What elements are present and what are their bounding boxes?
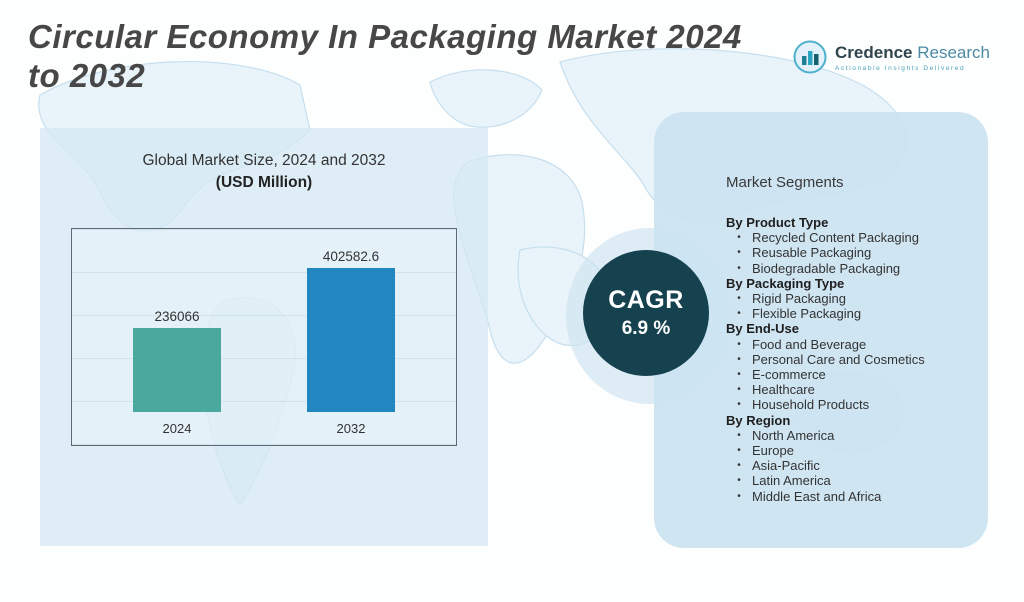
credence-research-logo: Credence Research Actionable Insights De… xyxy=(793,40,990,74)
logo-tagline: Actionable Insights Delivered xyxy=(835,64,966,72)
segment-item-label: Household Products xyxy=(752,397,870,413)
chart-subtitle: (USD Million) xyxy=(215,174,313,191)
bullet-icon: • xyxy=(737,429,741,441)
cagr-value: 6.9 % xyxy=(621,318,671,339)
segments-panel: Market Segments By Product Type • Recycled… xyxy=(654,112,988,548)
segment-item: • Reusable Packaging xyxy=(726,245,970,260)
segment-item-label: Recycled Content Packaging xyxy=(752,230,919,246)
cagr-badge: CAGR 6.9 % xyxy=(583,250,709,376)
bullet-icon: • xyxy=(737,247,741,259)
chart-title: Global Market Size, 2024 and 2032 xyxy=(142,152,386,169)
bullet-icon: • xyxy=(737,338,741,350)
segment-item-label: Food and Beverage xyxy=(752,336,867,352)
logo-text: Credence Research Actionable Insights De… xyxy=(835,43,990,72)
segment-item-label: Middle East and Africa xyxy=(752,488,882,504)
segment-item: • Food and Beverage xyxy=(726,337,970,352)
segment-item-label: North America xyxy=(752,427,835,443)
bar xyxy=(307,268,395,412)
bar-group-2024: 236066 2024 xyxy=(133,309,221,445)
bullet-icon: • xyxy=(737,384,741,396)
segment-item: • Middle East and Africa xyxy=(726,489,970,504)
bar-value-label: 236066 xyxy=(154,309,200,324)
segment-item: • Rigid Packaging xyxy=(726,291,970,306)
bullet-icon: • xyxy=(737,460,741,472)
segment-item-label: Healthcare xyxy=(752,382,815,398)
bar-group-2032: 402582.6 2032 xyxy=(307,249,395,445)
segment-item-label: Rigid Packaging xyxy=(752,291,846,307)
chart-panel: Global Market Size, 2024 and 2032 (USD M… xyxy=(40,128,488,546)
page-title-line2: to 2032 xyxy=(28,56,146,94)
cagr-label: CAGR xyxy=(608,286,684,314)
bullet-icon: • xyxy=(737,308,741,320)
bar-value-label: 402582.6 xyxy=(322,249,380,264)
bar-chart-plot-area: 236066 2024 402582.6 2032 xyxy=(72,229,456,445)
page-title: Circular Economy In Packaging Market 202… xyxy=(28,18,742,96)
segment-item: • E-commerce xyxy=(726,367,970,382)
segment-item-label: E-commerce xyxy=(752,367,826,383)
segment-item-label: Asia-Pacific xyxy=(752,458,820,474)
segment-item: • Flexible Packaging xyxy=(726,306,970,321)
bullet-icon: • xyxy=(737,475,741,487)
segment-item: • Latin America xyxy=(726,473,970,488)
bullet-icon: • xyxy=(737,399,741,411)
segment-item: • Europe xyxy=(726,443,970,458)
bullet-icon: • xyxy=(737,490,741,502)
segment-item-label: Reusable Packaging xyxy=(752,245,872,261)
segment-groups: By Product Type • Recycled Content Packagi… xyxy=(726,215,970,504)
page-title-line1: Circular Economy In Packaging Market 202… xyxy=(28,18,742,55)
x-axis-tick-label: 2032 xyxy=(336,421,366,436)
bullet-icon: • xyxy=(737,353,741,365)
segment-item-label: Flexible Packaging xyxy=(752,306,862,322)
credence-logo-icon xyxy=(793,40,827,74)
logo-brand-light: Research xyxy=(917,42,990,62)
segment-group-heading: By Product Type xyxy=(726,215,829,230)
x-axis-tick-label: 2024 xyxy=(162,421,192,436)
segment-item-label: Biodegradable Packaging xyxy=(752,260,901,276)
segment-group-heading: By End-Use xyxy=(726,321,799,337)
segment-item: • Household Products xyxy=(726,397,970,412)
segment-item-label: Personal Care and Cosmetics xyxy=(752,351,925,367)
bullet-icon: • xyxy=(737,293,741,305)
bullet-icon: • xyxy=(737,262,741,274)
segment-item: • North America xyxy=(726,428,970,443)
bar xyxy=(133,328,221,412)
segment-group-heading: By Packaging Type xyxy=(726,275,845,291)
logo-brand-bold: Credence xyxy=(835,42,913,62)
segment-group-heading: By Region xyxy=(726,412,791,428)
bar-chart: 236066 2024 402582.6 2032 xyxy=(71,228,457,446)
segment-item: • Personal Care and Cosmetics xyxy=(726,352,970,367)
segment-item: • Recycled Content Packaging xyxy=(726,230,970,245)
segment-item: • Biodegradable Packaging xyxy=(726,261,970,276)
bullet-icon: • xyxy=(737,445,741,457)
logo-brand: Credence Research xyxy=(835,43,990,63)
segment-item: • Healthcare xyxy=(726,382,970,397)
segments-title: Market Segments xyxy=(726,174,844,191)
bullet-icon: • xyxy=(737,232,741,244)
bullet-icon: • xyxy=(737,369,741,381)
segment-item: • Asia-Pacific xyxy=(726,458,970,473)
segment-item-label: Latin America xyxy=(752,473,831,489)
segment-item-label: Europe xyxy=(752,443,794,459)
